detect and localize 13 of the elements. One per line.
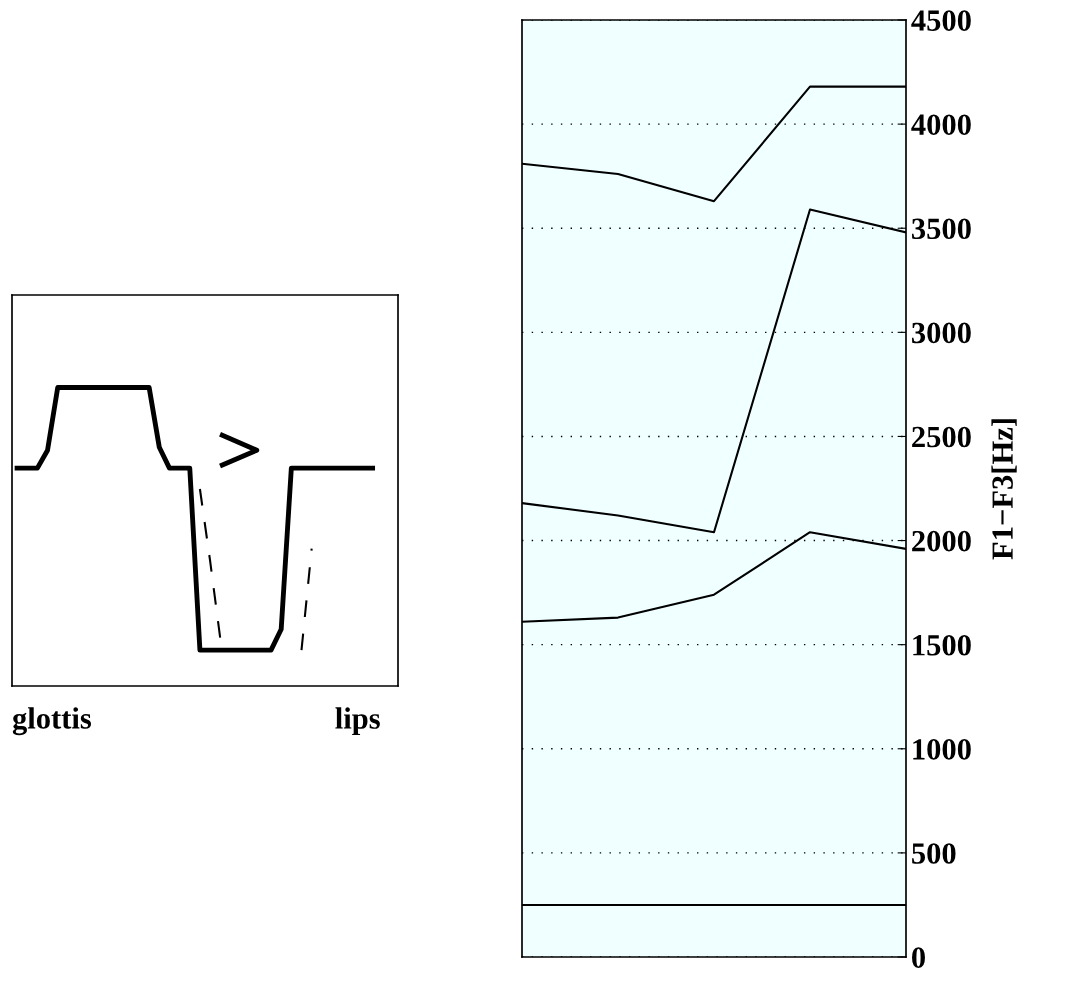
y-axis-title: F1−F3[Hz] <box>991 419 1017 560</box>
y-tick-label: 1000 <box>913 739 971 760</box>
y-tick-label: 1500 <box>913 634 971 656</box>
y-tick-label: 2000 <box>912 530 971 552</box>
y-tick-label: 3500 <box>912 218 971 240</box>
y-tick-label: 3000 <box>912 322 971 344</box>
y-tick-label: 0 <box>912 947 925 968</box>
y-tick-label: 4500 <box>911 10 971 31</box>
text: lips <box>335 707 380 736</box>
y-tick-label: 4000 <box>911 114 971 136</box>
y-tick-label: 500 <box>912 843 956 864</box>
text: glottis <box>12 707 92 736</box>
y-tick-label: 2500 <box>912 426 971 448</box>
